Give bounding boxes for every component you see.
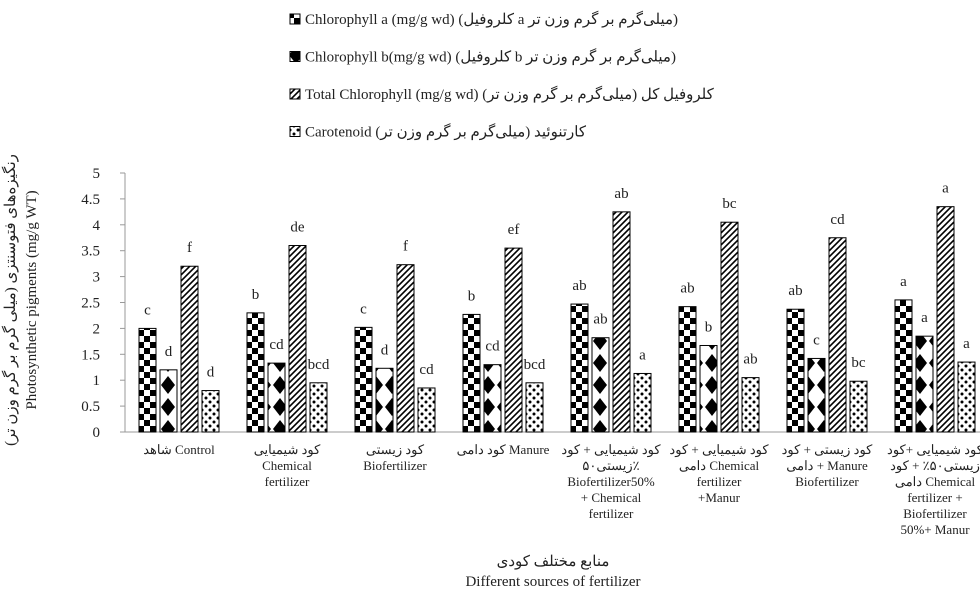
bar-annotation: ab [743,352,757,368]
bar-annotation: d [207,365,215,381]
y-tick-label: 2 [93,321,101,337]
legend-label: Chlorophyll a (mg/g wd) (کلروفیل a میلی‌… [305,10,678,28]
bar [699,344,718,433]
bar [678,306,697,433]
legend-swatch [289,88,301,100]
bar [462,313,481,433]
bar-annotation: ab [788,283,802,299]
bar [591,337,610,433]
bar-annotation: ab [614,186,628,202]
bar-annotation: de [290,220,305,236]
bar-annotation: b [705,319,713,335]
bar-annotation: c [360,301,367,317]
bar [849,380,868,433]
bar [525,382,544,433]
bar [828,237,847,433]
bar [483,364,502,433]
bar [894,299,913,433]
x-tick-label: کود شیمیایی +کود زیستی۵۰٪ + کود دامی Che… [887,442,980,537]
bar-annotation: bcd [524,357,546,373]
y-tick-label: 1.5 [81,347,100,363]
legend-label: Carotenoid (کارتنوئید (میلی‌گرم بر گرم و… [305,123,587,141]
legend-swatch [289,13,301,25]
bar [138,327,157,433]
bar-annotation: bc [851,355,866,371]
bar-annotation: ab [593,312,607,328]
bar-annotation: ef [508,222,520,238]
bar [570,303,589,433]
bar [936,206,955,433]
bar-annotation: c [144,302,151,318]
y-axis-label: رنگیزه‌های فتوسنتزی (میلی گرم بر گرم وزن… [1,154,19,446]
bar [375,367,394,433]
bar-annotation: d [381,342,389,358]
bar-annotation: a [639,347,646,363]
x-axis-label: Different sources of fertilizer [465,574,640,590]
bar-annotation: a [942,181,949,197]
x-tick-label: کود شیمیایی + کود زیستی۵۰٪ Biofertilizer… [561,442,661,521]
bar [807,357,826,433]
y-tick-label: 2.5 [81,296,100,312]
x-tick-label: کود شیمیایی Chemical fertilizer [253,442,321,489]
x-tick-label: شاهد Control [143,442,215,457]
bar-annotation: d [165,344,173,360]
y-tick-label: 0 [93,425,101,441]
bar-annotation: a [963,336,970,352]
bar-annotation: c [813,332,820,348]
y-tick-label: 3 [93,270,101,286]
bar [267,362,286,433]
x-tick-label: کود زیستی + کود دامی + Manure Biofertili… [781,442,873,489]
bar [786,308,805,433]
bar-annotation: b [468,288,476,304]
bar [396,264,415,433]
bar [417,387,436,433]
bar-annotation: ab [572,278,586,294]
bar-annotation: bc [722,196,737,212]
bar [915,335,934,433]
bar-annotation: b [252,287,260,303]
legend-swatch [289,126,301,137]
bar [612,211,631,433]
legend-label: Total Chlorophyll (mg/g wd) (کلروفیل کل … [305,85,715,103]
x-tick-label: کود زیستی Biofertilizer [363,442,427,473]
bar [720,221,739,433]
bar-annotation: cd [485,339,500,355]
bar [180,265,199,433]
bar [159,369,178,433]
bar-annotation: cd [830,212,845,228]
y-tick-label: 0.5 [81,399,100,415]
y-axis-label: Photosynthetic pigments (mg/g WT) [24,190,40,409]
x-axis-label: منابع مختلف کودی [497,554,610,570]
y-tick-label: 4 [93,218,101,234]
bar [288,245,307,433]
y-tick-label: 3.5 [81,244,100,260]
bar [354,326,373,433]
bar [633,372,652,433]
y-tick-label: 5 [93,166,101,182]
bar [504,247,523,433]
x-tick-label: کود دامی Manure [456,442,550,457]
bar-annotation: f [187,240,192,256]
bar-annotation: f [403,239,408,255]
bar-annotation: a [900,274,907,290]
bar [309,382,328,433]
y-tick-label: 1 [93,373,101,389]
x-tick-label: کود شیمیایی + کود دامی Chemical fertiliz… [669,442,769,505]
legend-swatch [289,51,301,62]
bar-annotation: cd [269,337,284,353]
bar [201,390,220,433]
bar [957,361,976,433]
bar-annotation: a [921,310,928,326]
bar-annotation: cd [419,362,434,378]
bar-annotation: ab [680,281,694,297]
bar [246,312,265,433]
bar [741,377,760,433]
bar-annotation: bcd [308,357,330,373]
y-tick-label: 4.5 [81,192,100,208]
legend-label: Chlorophyll b(mg/g wd) (کلروفیل b میلی‌گ… [305,48,676,66]
